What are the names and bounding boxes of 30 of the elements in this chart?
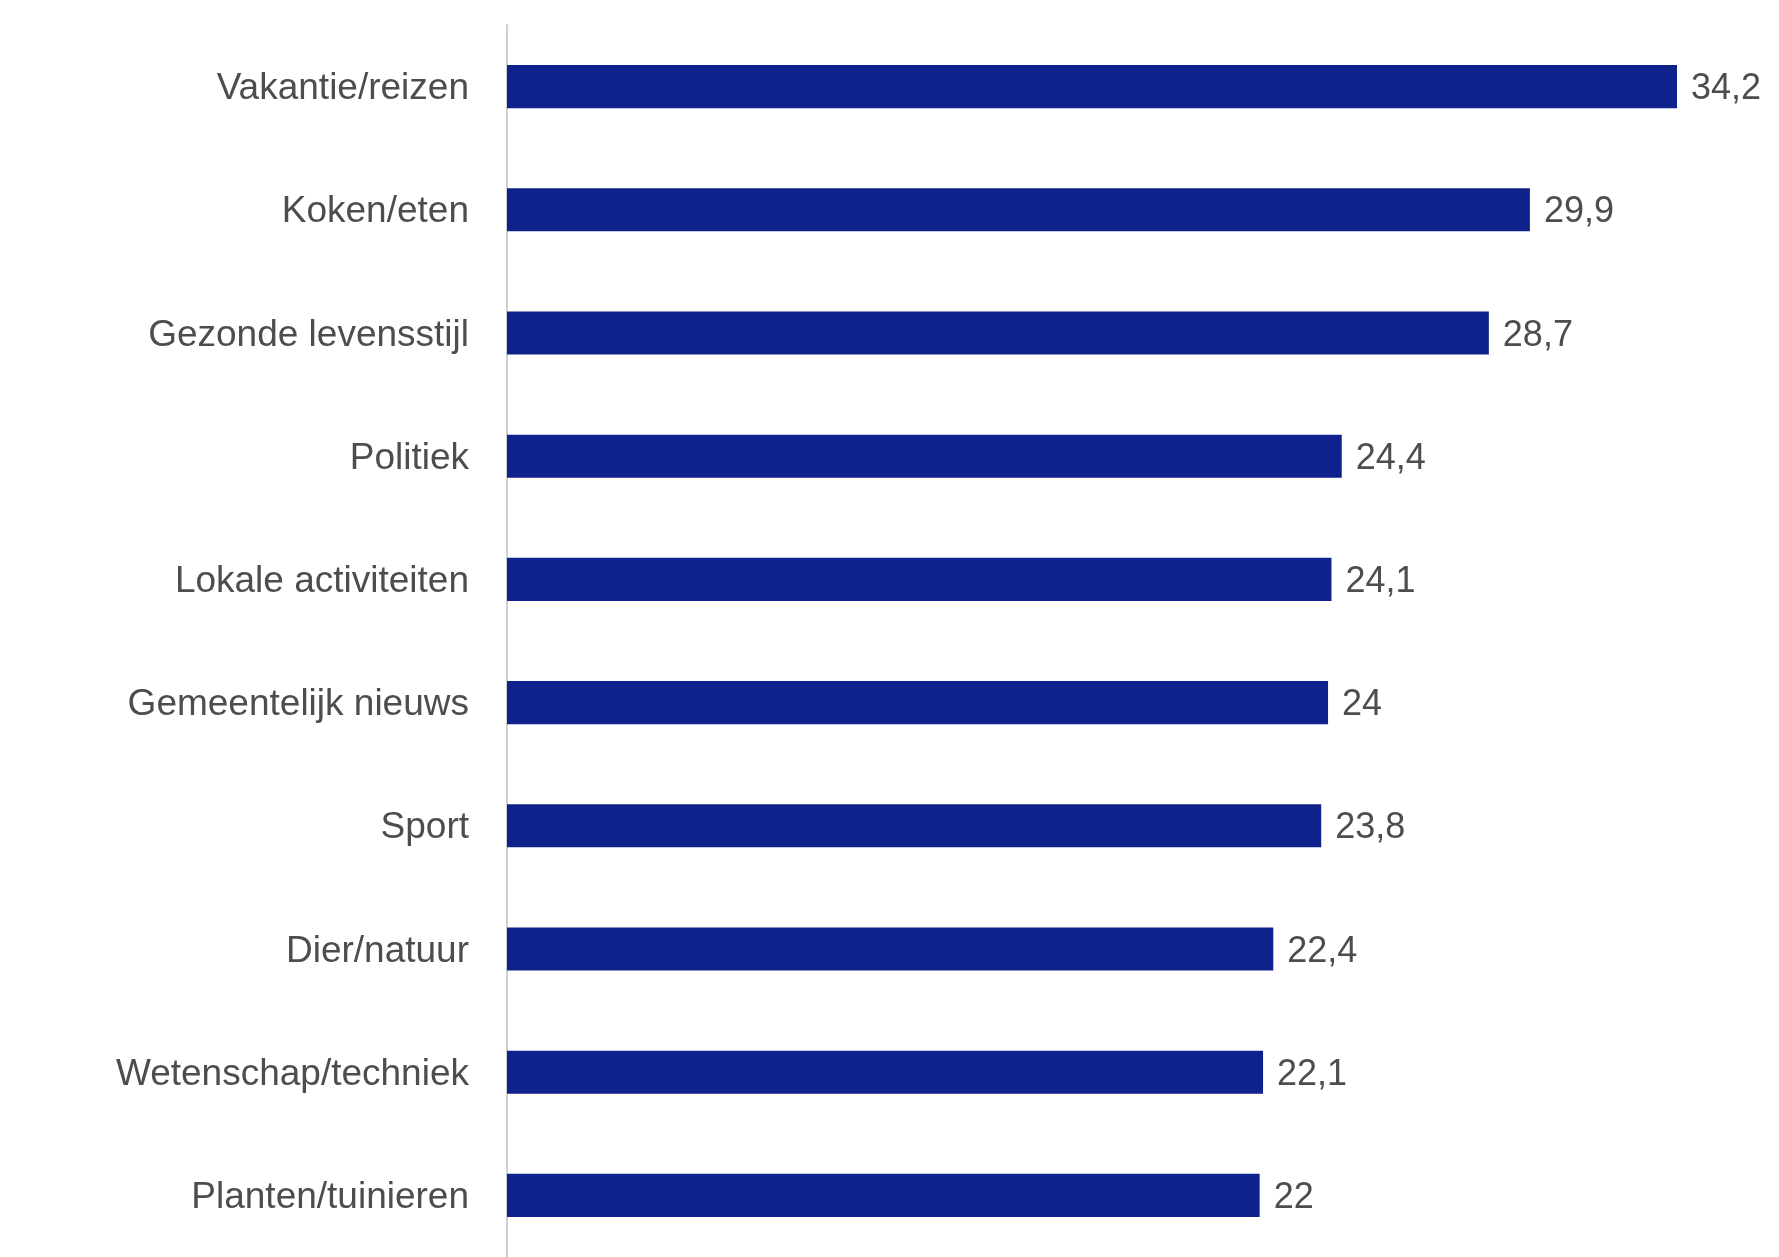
y-tick-label: Dier/natuur (285, 928, 469, 970)
data-label: 28,7 (1502, 312, 1573, 354)
data-label: 24,4 (1355, 435, 1426, 477)
y-tick-label: Lokale activiteiten (174, 558, 469, 600)
data-label: 23,8 (1335, 805, 1406, 847)
data-label: 22,4 (1287, 928, 1358, 970)
data-label: 22 (1273, 1174, 1314, 1216)
bar (507, 434, 1342, 478)
bar (507, 1050, 1264, 1094)
y-tick-label: Koken/eten (281, 189, 469, 231)
data-label: 24,1 (1345, 558, 1416, 600)
y-tick-label: Sport (380, 805, 470, 847)
y-tick-label: Gezonde levensstijl (148, 312, 469, 354)
bar (507, 804, 1322, 848)
y-tick-label: Politiek (349, 435, 470, 477)
y-tick-label: Wetenschap/techniek (115, 1051, 470, 1093)
data-label: 22,1 (1277, 1051, 1348, 1093)
y-tick-label: Vakantie/reizen (216, 66, 469, 108)
data-label: 34,2 (1691, 66, 1762, 108)
bar (507, 188, 1530, 232)
bar (507, 311, 1489, 355)
bar (507, 927, 1274, 971)
y-tick-label: Planten/tuinieren (191, 1174, 469, 1216)
y-tick-label: Gemeentelijk nieuws (127, 682, 469, 724)
bar (507, 681, 1329, 725)
data-label: 29,9 (1543, 189, 1614, 231)
bar (507, 1173, 1260, 1217)
bar (507, 557, 1332, 601)
bar (507, 65, 1677, 109)
data-label: 24 (1342, 682, 1383, 724)
